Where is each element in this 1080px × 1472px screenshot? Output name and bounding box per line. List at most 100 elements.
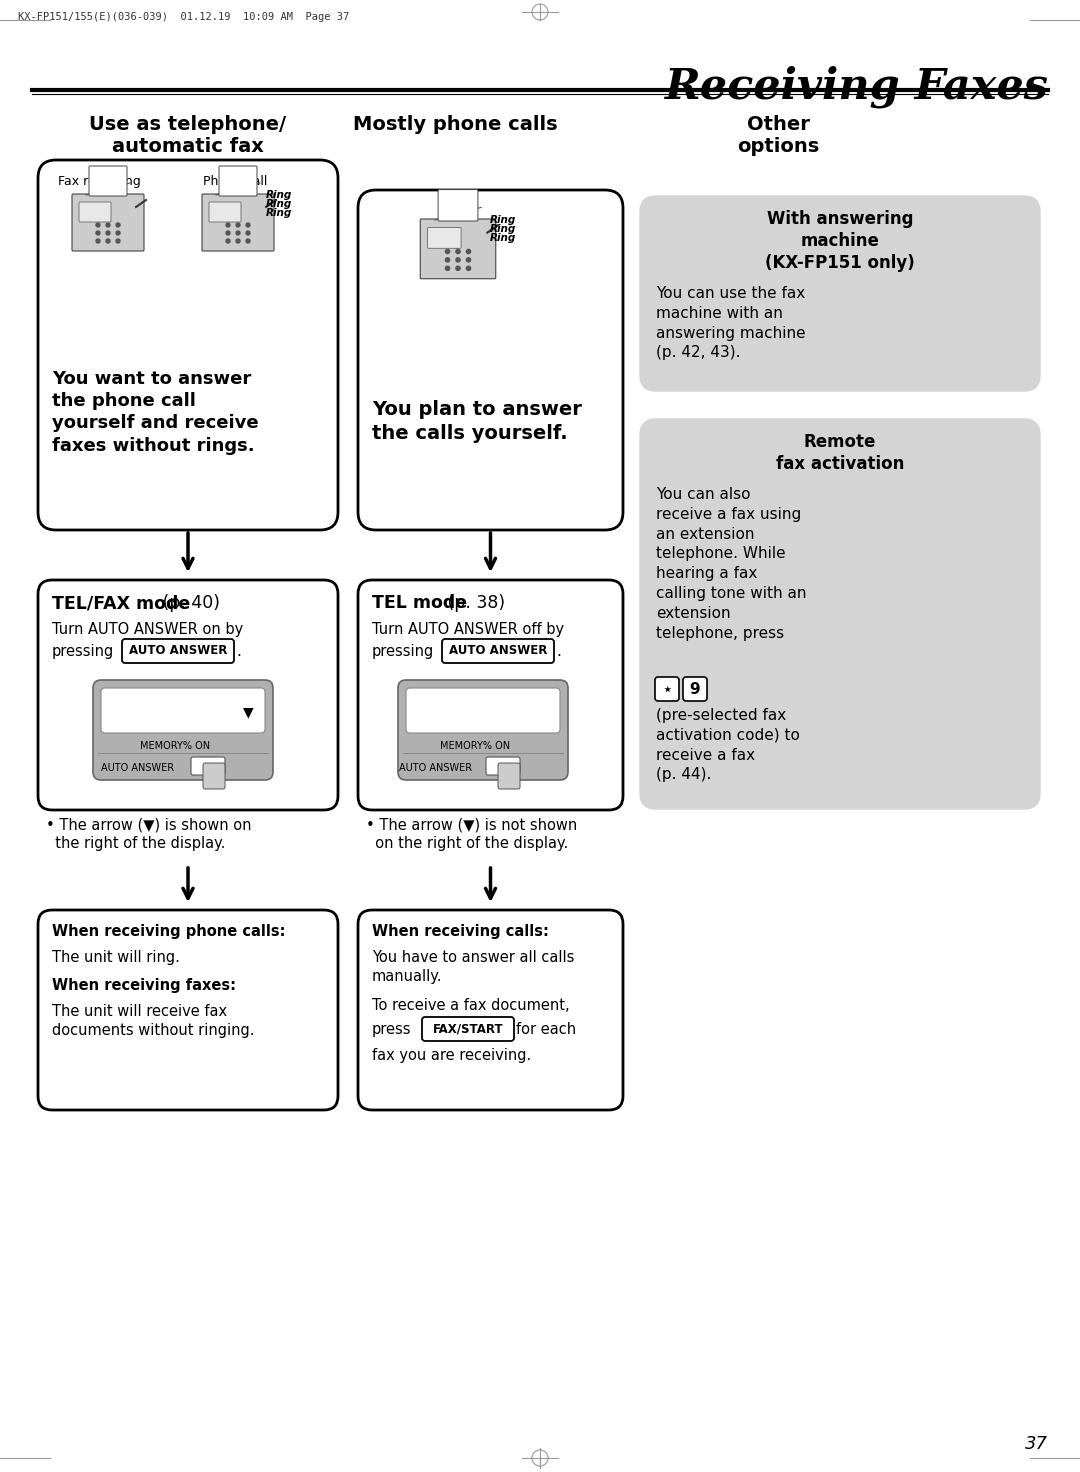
Circle shape bbox=[237, 231, 240, 236]
Text: fax activation: fax activation bbox=[775, 455, 904, 473]
Text: press: press bbox=[372, 1022, 411, 1036]
FancyBboxPatch shape bbox=[122, 639, 234, 662]
FancyBboxPatch shape bbox=[79, 202, 111, 222]
Text: You plan to answer
the calls yourself.: You plan to answer the calls yourself. bbox=[372, 400, 582, 443]
Text: (p. 38): (p. 38) bbox=[442, 595, 505, 612]
Text: Phone call: Phone call bbox=[203, 175, 268, 188]
Text: (pre-selected fax
activation code) to
receive a fax
(p. 44).: (pre-selected fax activation code) to re… bbox=[656, 708, 800, 783]
Circle shape bbox=[106, 231, 110, 236]
Circle shape bbox=[106, 238, 110, 243]
Text: • The arrow (▼) is not shown
  on the right of the display.: • The arrow (▼) is not shown on the righ… bbox=[366, 818, 577, 851]
Circle shape bbox=[96, 231, 100, 236]
Circle shape bbox=[456, 258, 460, 262]
Text: pressing: pressing bbox=[372, 645, 434, 659]
Text: You can use the fax
machine with an
answering machine
(p. 42, 43).: You can use the fax machine with an answ… bbox=[656, 286, 806, 361]
FancyBboxPatch shape bbox=[442, 639, 554, 662]
Circle shape bbox=[246, 238, 249, 243]
FancyBboxPatch shape bbox=[422, 1017, 514, 1041]
FancyBboxPatch shape bbox=[38, 160, 338, 530]
Text: AUTO ANSWER: AUTO ANSWER bbox=[129, 645, 227, 658]
Text: The unit will receive fax
documents without ringing.: The unit will receive fax documents with… bbox=[52, 1004, 255, 1038]
Circle shape bbox=[456, 249, 460, 253]
Text: MEMORY% ON: MEMORY% ON bbox=[440, 740, 510, 751]
Circle shape bbox=[456, 266, 460, 271]
Circle shape bbox=[445, 258, 449, 262]
FancyBboxPatch shape bbox=[93, 680, 273, 780]
FancyBboxPatch shape bbox=[438, 190, 478, 221]
FancyBboxPatch shape bbox=[89, 166, 127, 196]
Text: The unit will ring.: The unit will ring. bbox=[52, 949, 180, 966]
Circle shape bbox=[246, 222, 249, 227]
Text: Ring
Ring
Ring: Ring Ring Ring bbox=[266, 190, 293, 218]
Text: fax you are receiving.: fax you are receiving. bbox=[372, 1048, 531, 1063]
Text: When receiving phone calls:: When receiving phone calls: bbox=[52, 924, 285, 939]
Text: TEL mode: TEL mode bbox=[372, 595, 468, 612]
FancyBboxPatch shape bbox=[210, 202, 241, 222]
Text: Mostly phone calls: Mostly phone calls bbox=[353, 115, 557, 134]
Text: machine: machine bbox=[800, 233, 879, 250]
FancyBboxPatch shape bbox=[420, 219, 496, 278]
Text: AUTO ANSWER: AUTO ANSWER bbox=[400, 762, 473, 773]
Text: 9: 9 bbox=[690, 682, 700, 696]
FancyBboxPatch shape bbox=[640, 196, 1040, 392]
Text: To receive a fax document,: To receive a fax document, bbox=[372, 998, 569, 1013]
Circle shape bbox=[237, 238, 240, 243]
Text: With answering: With answering bbox=[767, 210, 914, 228]
Circle shape bbox=[467, 266, 471, 271]
Text: FAX/START: FAX/START bbox=[433, 1023, 503, 1035]
Text: ⋆: ⋆ bbox=[662, 682, 672, 696]
Text: KX-FP151/155(E)(036-039)  01.12.19  10:09 AM  Page 37: KX-FP151/155(E)(036-039) 01.12.19 10:09 … bbox=[18, 12, 349, 22]
Circle shape bbox=[106, 222, 110, 227]
Text: Turn AUTO ANSWER off by: Turn AUTO ANSWER off by bbox=[372, 623, 564, 637]
FancyBboxPatch shape bbox=[399, 680, 568, 780]
Text: When receiving faxes:: When receiving faxes: bbox=[52, 977, 237, 994]
FancyBboxPatch shape bbox=[191, 757, 225, 774]
Text: (p. 40): (p. 40) bbox=[157, 595, 220, 612]
FancyBboxPatch shape bbox=[357, 190, 623, 530]
Text: Receiving Faxes: Receiving Faxes bbox=[664, 65, 1048, 107]
FancyBboxPatch shape bbox=[428, 227, 461, 249]
FancyBboxPatch shape bbox=[654, 677, 679, 701]
Text: You can also
receive a fax using
an extension
telephone. While
hearing a fax
cal: You can also receive a fax using an exte… bbox=[656, 487, 807, 640]
Text: for each: for each bbox=[516, 1022, 576, 1036]
Circle shape bbox=[467, 249, 471, 253]
Text: AUTO ANSWER: AUTO ANSWER bbox=[102, 762, 175, 773]
Text: Other
options: Other options bbox=[737, 115, 819, 156]
Circle shape bbox=[226, 238, 230, 243]
Text: You have to answer all calls
manually.: You have to answer all calls manually. bbox=[372, 949, 575, 983]
Text: • The arrow (▼) is shown on
  the right of the display.: • The arrow (▼) is shown on the right of… bbox=[46, 818, 252, 851]
Circle shape bbox=[116, 238, 120, 243]
Text: Fax receiving: Fax receiving bbox=[58, 175, 140, 188]
Circle shape bbox=[246, 231, 249, 236]
Circle shape bbox=[226, 231, 230, 236]
Circle shape bbox=[237, 222, 240, 227]
Text: TEL/FAX mode: TEL/FAX mode bbox=[52, 595, 190, 612]
FancyBboxPatch shape bbox=[406, 687, 561, 733]
Circle shape bbox=[96, 238, 100, 243]
FancyBboxPatch shape bbox=[357, 580, 623, 810]
Text: Use as telephone/
automatic fax: Use as telephone/ automatic fax bbox=[90, 115, 286, 156]
Text: Remote: Remote bbox=[804, 433, 876, 450]
Text: AUTO ANSWER: AUTO ANSWER bbox=[449, 645, 548, 658]
Text: Turn AUTO ANSWER on by: Turn AUTO ANSWER on by bbox=[52, 623, 243, 637]
Text: 37: 37 bbox=[1025, 1435, 1048, 1453]
FancyBboxPatch shape bbox=[640, 420, 1040, 810]
Text: When receiving calls:: When receiving calls: bbox=[372, 924, 549, 939]
Circle shape bbox=[445, 266, 449, 271]
Circle shape bbox=[226, 222, 230, 227]
Circle shape bbox=[467, 258, 471, 262]
FancyBboxPatch shape bbox=[486, 757, 519, 774]
Circle shape bbox=[116, 222, 120, 227]
Text: .: . bbox=[237, 643, 241, 658]
Text: MEMORY% ON: MEMORY% ON bbox=[140, 740, 211, 751]
Text: Ring
Ring
Ring: Ring Ring Ring bbox=[489, 215, 516, 243]
Text: ▼: ▼ bbox=[243, 705, 254, 718]
FancyBboxPatch shape bbox=[357, 910, 623, 1110]
FancyBboxPatch shape bbox=[38, 580, 338, 810]
FancyBboxPatch shape bbox=[498, 762, 519, 789]
FancyBboxPatch shape bbox=[72, 194, 144, 252]
FancyBboxPatch shape bbox=[203, 762, 225, 789]
Text: You want to answer
the phone call
yourself and receive
faxes without rings.: You want to answer the phone call yourse… bbox=[52, 369, 258, 455]
Text: pressing: pressing bbox=[52, 645, 114, 659]
Text: .: . bbox=[556, 643, 561, 658]
